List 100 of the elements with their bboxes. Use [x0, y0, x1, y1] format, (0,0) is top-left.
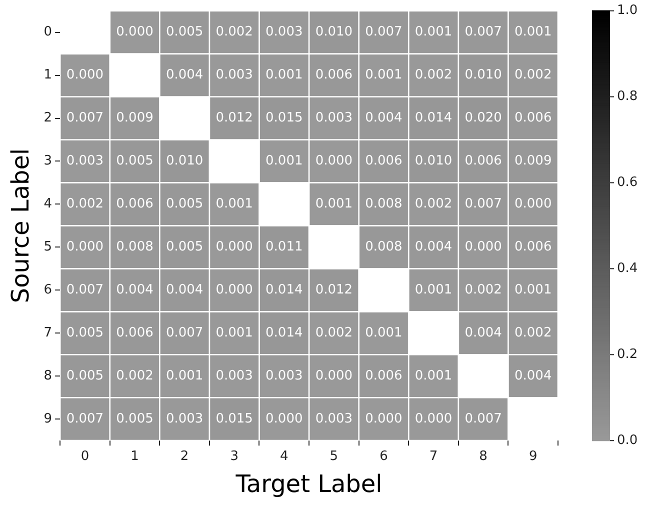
data-label: 0.003	[266, 368, 303, 384]
data-label: 0.002	[315, 326, 353, 341]
data-label: 0.008	[116, 240, 154, 255]
data-label: 0.000	[116, 24, 154, 40]
data-label: 0.003	[266, 24, 303, 40]
data-label: 0.003	[216, 68, 253, 83]
data-label: 0.007	[464, 24, 502, 40]
data-label: 0.007	[66, 110, 104, 126]
data-label: 0.001	[514, 282, 552, 298]
data-label: 0.002	[514, 68, 552, 83]
y-tick-label: 8	[44, 368, 52, 384]
data-label: 0.007	[66, 282, 104, 298]
y-tick-label: 3	[44, 154, 52, 169]
data-label: 0.010	[414, 154, 452, 169]
data-label: 0.005	[166, 240, 204, 255]
y-tick-label: 4	[44, 196, 52, 212]
data-label: 0.006	[514, 110, 552, 126]
data-label: 0.002	[116, 368, 154, 384]
data-label: 0.007	[365, 24, 402, 40]
data-label: 0.006	[315, 68, 353, 83]
data-label: 0.000	[66, 240, 104, 255]
data-label: 0.003	[66, 154, 104, 169]
data-label: 0.006	[514, 240, 552, 255]
data-label: 0.004	[414, 240, 452, 255]
x-tick-label: 7	[429, 448, 438, 464]
data-label: 0.006	[116, 196, 154, 212]
x-tick-label: 5	[330, 448, 338, 464]
data-label: 0.003	[166, 411, 204, 426]
data-label: 0.002	[464, 282, 502, 298]
data-label: 0.005	[166, 24, 204, 40]
data-label: 0.002	[414, 68, 452, 83]
data-label: 0.001	[266, 68, 303, 83]
data-label: 0.010	[464, 68, 502, 83]
y-tick-label: 1	[44, 68, 52, 83]
data-label: 0.015	[266, 110, 303, 126]
data-label: 0.001	[216, 326, 253, 341]
data-label: 0.001	[414, 282, 452, 298]
x-tick-label: 3	[230, 448, 238, 464]
color-bar-label: 0.4	[617, 261, 638, 276]
data-label: 0.007	[464, 411, 502, 426]
data-label: 0.000	[315, 154, 353, 169]
data-label: 0.004	[514, 368, 552, 384]
x-axis-title: Target Label	[234, 470, 382, 498]
data-label: 0.000	[66, 68, 104, 83]
x-tick-label: 1	[130, 448, 139, 464]
data-label: 0.005	[116, 154, 154, 169]
color-bar-label: 0.2	[617, 347, 638, 362]
data-label: 0.001	[166, 368, 204, 384]
data-label: 0.001	[414, 24, 452, 40]
data-label: 0.012	[216, 110, 253, 126]
y-tick-label: 5	[44, 240, 52, 255]
data-label: 0.009	[116, 110, 154, 126]
y-tick-label: 7	[44, 326, 52, 341]
color-bar-label: 0.8	[617, 89, 638, 104]
data-label: 0.003	[315, 411, 353, 426]
color-bar-label: 0.6	[617, 175, 638, 190]
data-label: 0.000	[315, 368, 353, 384]
color-bar-label: 1.0	[617, 3, 638, 18]
data-label: 0.020	[464, 110, 502, 126]
data-label: 0.006	[365, 368, 402, 384]
data-label: 0.009	[514, 154, 552, 169]
data-label: 0.005	[66, 326, 104, 341]
data-label: 0.008	[365, 196, 402, 212]
data-label: 0.001	[216, 196, 253, 212]
data-label: 0.000	[266, 411, 303, 426]
y-tick-label: 2	[44, 110, 52, 126]
data-label: 0.004	[464, 326, 502, 341]
x-tick-label: 8	[479, 448, 488, 464]
x-tick-label: 6	[380, 448, 388, 464]
data-label: 0.001	[414, 368, 452, 384]
data-label: 0.005	[66, 368, 104, 384]
data-label: 0.014	[414, 110, 452, 126]
data-label: 0.003	[315, 110, 353, 126]
data-label: 0.002	[216, 24, 253, 40]
data-label: 0.007	[66, 411, 104, 426]
x-tick-label: 0	[80, 448, 90, 464]
data-label: 0.002	[66, 196, 104, 212]
data-label: 0.000	[414, 411, 452, 426]
data-label: 0.006	[116, 326, 154, 341]
y-tick-label: 6	[44, 282, 52, 298]
data-label: 0.000	[514, 196, 552, 212]
data-label: 0.003	[216, 368, 253, 384]
data-label: 0.015	[216, 411, 253, 426]
data-label: 0.004	[116, 282, 154, 298]
y-axis-title: Source Label	[6, 148, 35, 304]
data-label: 0.002	[414, 196, 452, 212]
data-label: 0.001	[514, 24, 552, 40]
data-label: 0.000	[464, 240, 502, 255]
data-label: 0.012	[315, 282, 353, 298]
data-label: 0.000	[216, 282, 253, 298]
data-label: 0.001	[315, 196, 353, 212]
data-label: 0.014	[266, 326, 303, 341]
data-label: 0.001	[266, 154, 303, 169]
data-label: 0.000	[216, 240, 253, 255]
data-label: 0.010	[315, 24, 353, 40]
color-bar-label: 0.0	[617, 432, 638, 448]
x-tick-label: 4	[280, 448, 288, 464]
data-label: 0.007	[166, 326, 204, 341]
y-tick-label: 0	[44, 24, 52, 40]
data-label: 0.005	[116, 411, 154, 426]
